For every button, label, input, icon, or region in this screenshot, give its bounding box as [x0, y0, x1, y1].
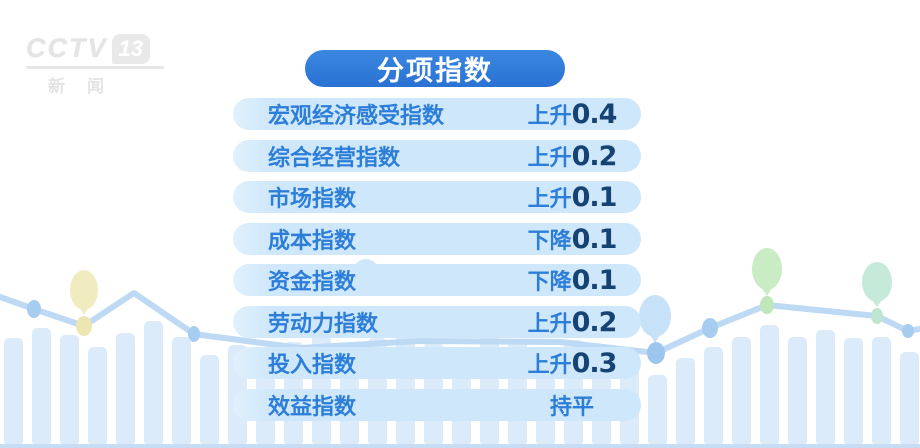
deco-bar	[32, 328, 51, 446]
channel-13-badge: 13	[111, 33, 150, 64]
deco-bar	[60, 335, 79, 446]
trend-word: 上升	[527, 186, 572, 211]
page-title: 分项指数	[377, 56, 493, 86]
index-change: 上升 0.2	[492, 306, 652, 338]
index-row-benefit: 效益指数 持平	[233, 388, 641, 421]
deco-bar	[172, 337, 191, 446]
line-dot	[188, 326, 200, 342]
trend-word: 下降	[527, 227, 572, 253]
trend-word: 下降	[527, 269, 572, 294]
index-label: 市场指数	[268, 186, 357, 211]
line-dot	[27, 300, 41, 318]
deco-bar	[788, 337, 807, 446]
index-change: 上升 0.1	[492, 181, 652, 213]
change-value: 0.1	[571, 182, 618, 213]
cctv-logo-top: CCTV 13	[26, 33, 164, 64]
change-value: 0.1	[571, 265, 618, 296]
index-change: 持平	[492, 389, 652, 421]
blue-balloon-icon	[639, 295, 671, 364]
deco-bar	[4, 338, 23, 446]
trend-line-decoration	[0, 290, 920, 356]
deco-bar	[816, 330, 835, 446]
line-dot	[702, 318, 718, 338]
trend-word: 上升	[527, 144, 572, 170]
index-label: 劳动力指数	[268, 310, 379, 336]
cctv-logo: CCTV 13 新闻	[26, 33, 164, 97]
deco-bar	[676, 358, 695, 446]
index-change: 下降 0.1	[492, 264, 652, 296]
index-row-capital: 资金指数 下降 0.1	[233, 264, 641, 296]
deco-bar	[732, 337, 751, 446]
index-row-market: 市场指数 上升 0.1	[233, 181, 641, 213]
index-label: 效益指数	[268, 393, 357, 419]
deco-bar	[88, 347, 107, 446]
deco-bar	[116, 333, 135, 446]
deco-bar	[760, 325, 779, 446]
deco-bar	[648, 375, 667, 446]
deco-bar	[704, 347, 723, 446]
bottom-strip	[0, 444, 920, 448]
green-balloon-icon	[752, 248, 782, 314]
deco-bar	[900, 352, 919, 446]
trend-word: 持平	[549, 393, 594, 419]
change-value: 0.2	[571, 306, 618, 338]
change-value: 0.1	[571, 223, 618, 255]
index-row-operation: 综合经营指数 上升 0.2	[233, 139, 641, 172]
yellow-balloon-icon	[70, 270, 98, 336]
trend-word: 上升	[527, 310, 572, 336]
index-label: 综合经营指数	[268, 144, 401, 170]
change-value: 0.4	[571, 99, 618, 130]
index-row-cost: 成本指数 下降 0.1	[233, 222, 641, 255]
index-change: 上升 0.3	[492, 347, 652, 379]
deco-bar	[844, 338, 863, 446]
index-row-input: 投入指数 上升 0.3	[233, 347, 641, 379]
logo-underline	[26, 66, 164, 69]
index-label: 成本指数	[268, 227, 357, 253]
cctv-logo-text: CCTV	[26, 33, 108, 63]
trend-word: 上升	[527, 103, 572, 128]
deco-bar	[144, 321, 163, 446]
line-dot	[902, 324, 914, 338]
deco-bar	[200, 355, 219, 446]
change-value: 0.2	[571, 140, 618, 172]
index-row-macro: 宏观经济感受指数 上升 0.4	[233, 98, 641, 130]
index-label: 资金指数	[268, 269, 357, 294]
deco-bar	[872, 337, 891, 446]
logo-channel-name: 新闻	[48, 77, 126, 96]
index-change: 下降 0.1	[492, 223, 652, 255]
index-label: 投入指数	[268, 352, 357, 377]
index-change: 上升 0.2	[492, 140, 652, 172]
trend-word: 上升	[527, 352, 572, 377]
title-pill: 分项指数	[305, 50, 565, 87]
index-label: 宏观经济感受指数	[268, 103, 445, 128]
index-change: 上升 0.4	[492, 98, 652, 130]
index-row-labor: 劳动力指数 上升 0.2	[233, 305, 641, 338]
change-value: 0.3	[571, 348, 618, 379]
index-list: 宏观经济感受指数 上升 0.4 综合经营指数 上升 0.2 市场指数 上升 0.1 成…	[233, 98, 641, 430]
mint-balloon-icon	[862, 262, 892, 324]
